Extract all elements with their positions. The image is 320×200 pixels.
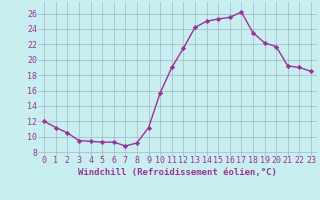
- X-axis label: Windchill (Refroidissement éolien,°C): Windchill (Refroidissement éolien,°C): [78, 168, 277, 177]
